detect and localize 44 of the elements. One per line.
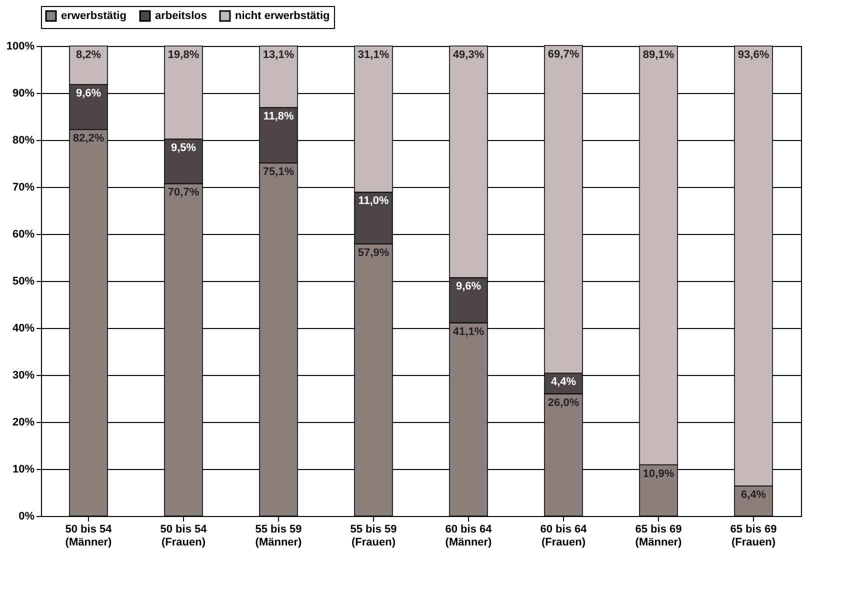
data-label: 6,4% (740, 488, 766, 501)
y-tick-label: 30% (12, 370, 35, 382)
x-tick-label: 55 bis 59 (Männer) (255, 524, 302, 548)
data-label: 57,9% (358, 246, 390, 259)
y-tick-label: 10% (12, 464, 35, 476)
data-label: 41,1% (452, 326, 484, 338)
legend-label: erwerbstätig (61, 10, 126, 22)
data-label: 11,0% (358, 195, 390, 208)
x-tick-label: 65 bis 69 (Männer) (635, 524, 682, 548)
data-label: 8,2% (76, 49, 102, 61)
x-tick-label: 60 bis 64 (Männer) (445, 524, 493, 548)
data-label: 10,9% (642, 468, 674, 480)
y-tick-label: 100% (6, 40, 35, 52)
y-tick-label: 20% (12, 416, 35, 428)
y-tick-label: 0% (18, 510, 35, 522)
x-tick-label: 60 bis 64 (Frauen) (540, 524, 588, 548)
data-label: 75,1% (262, 166, 294, 178)
data-label: 19,8% (168, 49, 200, 61)
y-tick-label: 40% (12, 322, 35, 334)
data-label: 11,8% (263, 110, 294, 123)
x-tick-label: 65 bis 69 (Frauen) (730, 524, 777, 548)
data-label: 49,3% (452, 49, 484, 61)
data-label: 69,7% (548, 48, 580, 61)
y-tick-label: 50% (12, 276, 35, 288)
data-label: 82,2% (72, 132, 104, 145)
x-tick-label: 50 bis 54 (Frauen) (160, 524, 208, 548)
y-tick-label: 90% (12, 88, 35, 100)
data-label: 9,5% (170, 142, 196, 154)
data-label: 70,7% (168, 186, 200, 199)
legend-label: nicht erwerbstätig (235, 10, 330, 22)
y-tick-label: 60% (12, 228, 35, 240)
data-label: 13,1% (262, 49, 294, 61)
data-label: 26,0% (548, 396, 580, 409)
data-label: 89,1% (642, 49, 674, 61)
y-tick-label: 70% (12, 182, 35, 194)
data-label: 4,4% (550, 376, 576, 388)
data-label: 31,1% (358, 49, 390, 61)
x-tick-label: 55 bis 59 (Frauen) (350, 524, 397, 548)
data-label: 93,6% (738, 49, 770, 61)
data-label: 9,6% (76, 88, 102, 100)
x-tick-label: 50 bis 54 (Männer) (65, 524, 113, 548)
data-label: 9,6% (456, 280, 482, 293)
y-tick-label: 80% (12, 134, 35, 146)
legend-label: arbeitslos (155, 10, 207, 22)
